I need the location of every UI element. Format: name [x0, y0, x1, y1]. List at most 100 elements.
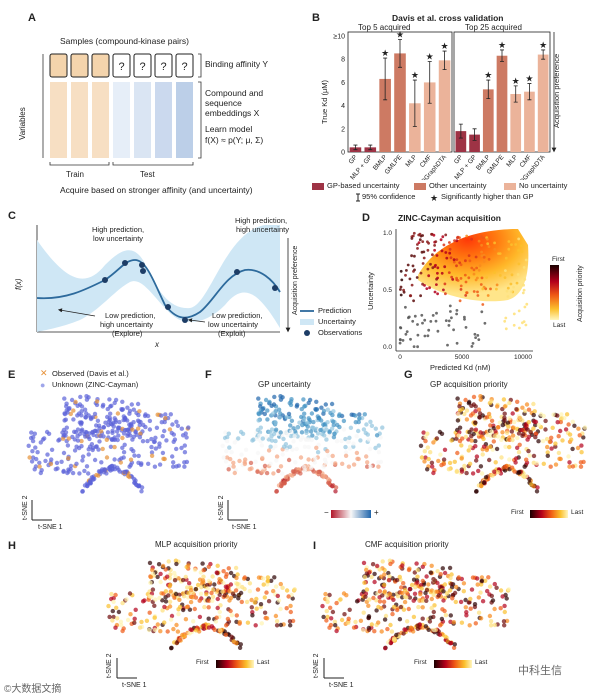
- d-point: [486, 237, 489, 241]
- tsne-point: [492, 434, 498, 439]
- tsne-point: [287, 619, 293, 624]
- tsne-point: [113, 625, 118, 630]
- tsne-point: [428, 450, 433, 455]
- tsne-point: [99, 460, 104, 465]
- ann-high-high-1: High prediction,: [235, 216, 288, 225]
- d-point: [426, 334, 430, 338]
- unknown-mark: ?: [160, 61, 166, 73]
- tsne-point: [399, 585, 404, 590]
- tsne-point: [31, 435, 36, 440]
- tsne-point: [77, 431, 83, 437]
- tsne-point: [544, 436, 550, 442]
- tsne-point: [38, 440, 43, 445]
- g-title: GP acquisition priority: [430, 380, 508, 389]
- tsne-point: [249, 597, 254, 603]
- tsne-point: [288, 603, 293, 609]
- tsne-point: [343, 444, 348, 450]
- tsne-point: [520, 405, 525, 410]
- tsne-point: [441, 598, 446, 603]
- tsne-point: [205, 582, 210, 588]
- tsne-point: [343, 453, 349, 458]
- tsne-point: [245, 620, 251, 625]
- tsne-point: [87, 436, 92, 442]
- tsne-point: [110, 608, 116, 614]
- tsne-point: [461, 589, 466, 594]
- tsne-point: [362, 580, 367, 585]
- error-bar: [368, 144, 373, 151]
- tsne-point: [351, 462, 357, 467]
- tsne-point: [466, 448, 471, 453]
- tsne-point: [162, 456, 167, 462]
- tsne-point: [163, 416, 168, 421]
- tsne-point: [115, 411, 121, 416]
- tsne-point: [260, 436, 265, 441]
- d-point: [428, 286, 431, 290]
- d-cbar-first: First: [552, 256, 565, 263]
- significance-star: ★: [525, 74, 533, 84]
- tsne-point: [523, 423, 528, 428]
- tsne-point: [238, 642, 243, 647]
- d-point: [480, 250, 483, 254]
- tsne-point: [154, 425, 160, 430]
- tsne-point: [346, 616, 351, 621]
- tsne-point: [274, 619, 280, 624]
- d-point: [431, 314, 435, 317]
- tsne-point: [474, 458, 479, 463]
- tsne-point: [458, 599, 464, 605]
- tsne-point: [407, 587, 412, 592]
- legend-other-swatch: [414, 183, 426, 190]
- c-xlabel: x: [155, 340, 159, 349]
- tsne-point: [514, 456, 519, 461]
- tsne-point: [339, 617, 345, 623]
- d-point: [523, 278, 527, 281]
- error-bar: [458, 123, 463, 139]
- tsne-point: [273, 584, 279, 589]
- tsne-point: [411, 598, 416, 603]
- d-point: [448, 247, 452, 251]
- tsne-point: [364, 454, 369, 459]
- tsne-point: [341, 427, 347, 432]
- tsne-point: [167, 427, 173, 432]
- f-tsne-axes: [227, 500, 248, 521]
- tsne-point: [108, 411, 113, 416]
- tsne-point: [177, 597, 182, 602]
- tsne-point: [291, 439, 296, 444]
- tsne-point: [114, 605, 119, 610]
- tsne-point: [281, 444, 287, 449]
- tsne-point: [61, 436, 66, 441]
- tsne-point: [383, 613, 389, 619]
- d-point: [486, 294, 490, 297]
- tsne-point: [258, 408, 263, 413]
- tsne-point: [479, 483, 484, 489]
- tsne-point: [232, 470, 237, 476]
- tsne-point: [306, 444, 311, 450]
- tsne-point: [26, 443, 31, 448]
- tsne-point: [139, 619, 144, 625]
- tsne-point: [534, 489, 540, 494]
- tsne-point: [75, 427, 81, 432]
- d-point: [411, 319, 415, 323]
- b-ytick: 0: [341, 150, 345, 157]
- tsne-point: [502, 609, 507, 615]
- tsne-point: [347, 607, 352, 612]
- tsne-point: [112, 400, 117, 406]
- d-point: [482, 255, 486, 259]
- tsne-point: [354, 450, 360, 456]
- d-point: [401, 339, 405, 342]
- tsne-point: [162, 604, 167, 610]
- tsne-point: [488, 619, 494, 624]
- d-point: [520, 244, 523, 248]
- tsne-point: [455, 450, 460, 456]
- tsne-point: [480, 452, 485, 457]
- tsne-point: [416, 604, 421, 610]
- tsne-point: [250, 438, 255, 443]
- d-point: [512, 323, 516, 327]
- tsne-point: [351, 625, 357, 630]
- d-colorbar: [550, 265, 559, 320]
- embeddings-line-3: embeddings X: [205, 108, 260, 118]
- tsne-point: [419, 455, 425, 460]
- tsne-point: [422, 459, 427, 464]
- tsne-point: [260, 469, 265, 474]
- tsne-point: [441, 461, 446, 467]
- tsne-point: [418, 592, 423, 597]
